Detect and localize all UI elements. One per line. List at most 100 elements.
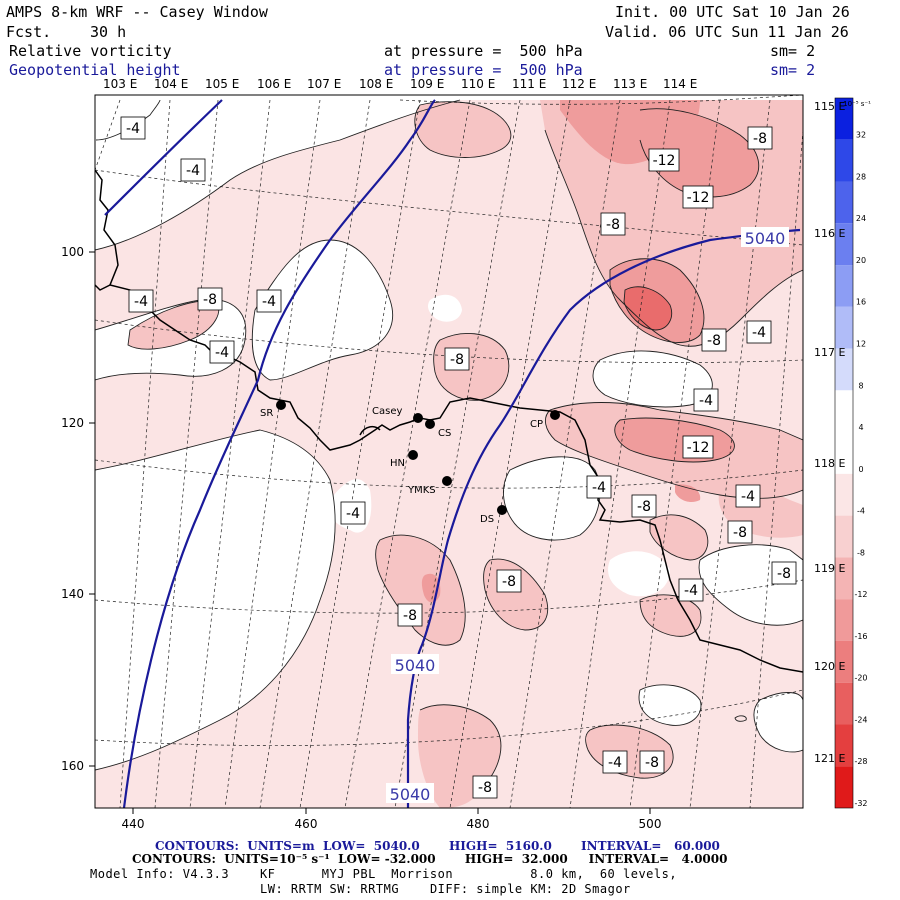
vorticity-label-box xyxy=(256,289,282,313)
vorticity-label-box xyxy=(631,494,657,518)
colorbar: 32 28 24 20 16 12 8 4 0 -4 -8 -12 -16 -20 -24 -28 -32 10⁻… xyxy=(834,97,871,809)
lon-label: 114 E xyxy=(663,77,698,91)
height-contours xyxy=(104,99,801,808)
vorticity-label: -4 xyxy=(262,294,276,310)
lat-labels: 115 E 116 E 117 E 118 E 119 E 120 E 121 E xyxy=(814,100,845,765)
colorbar-swatch xyxy=(835,682,853,725)
colorbar-level: 28 xyxy=(856,172,866,181)
footer-vorticity-contours: CONTOURS: UNITS=10⁻⁵ s⁻¹ LOW= -32.000 HI… xyxy=(132,852,728,866)
vorticity-label: -8 xyxy=(753,131,767,147)
vorticity-label-box xyxy=(682,185,714,209)
station-marker xyxy=(413,413,423,423)
lon-label: 107 E xyxy=(307,77,342,91)
vorticity-label: -4 xyxy=(126,121,140,137)
vorticity-label: -4 xyxy=(215,345,229,361)
colorbar-swatch xyxy=(835,223,853,266)
station-label: YMKS xyxy=(407,485,436,496)
height-label-bg xyxy=(391,654,439,674)
height-label: 5040 xyxy=(395,656,436,675)
colorbar-swatch xyxy=(835,473,853,516)
footer-height-contours: CONTOURS: UNITS=m LOW= 5040.0 HIGH= 5160… xyxy=(155,839,720,853)
vorticity-label: -4 xyxy=(134,294,148,310)
lon-label: 105 E xyxy=(205,77,240,91)
lat-label: 120 E xyxy=(814,660,845,673)
vorticity-label: -8 xyxy=(645,755,659,771)
vorticity-label: -8 xyxy=(606,217,620,233)
vorticity-label: -8 xyxy=(203,292,217,308)
vorticity-label: -4 xyxy=(592,480,606,496)
vorticity-shade-core xyxy=(624,286,672,330)
colorbar-level: 12 xyxy=(856,340,866,349)
footer-physics: LW: RRTM SW: RRTMG DIFF: simple KM: 2D S… xyxy=(260,882,631,896)
lon-label: 108 E xyxy=(359,77,394,91)
y-tick-label: 160 xyxy=(61,759,84,773)
vorticity-label-box xyxy=(209,340,235,364)
vorticity-label: -4 xyxy=(684,583,698,599)
vorticity-label-box xyxy=(128,289,154,313)
lon-label: 113 E xyxy=(613,77,648,91)
vorticity-label: -8 xyxy=(733,525,747,541)
vorticity-zero-areas xyxy=(95,100,803,770)
vorticity-contours xyxy=(95,99,803,791)
vorticity-label: -4 xyxy=(186,163,200,179)
model-title: AMPS 8-km WRF -- Casey Window xyxy=(6,3,268,21)
vorticity-label-box xyxy=(180,158,206,182)
vorticity-label-box xyxy=(747,126,773,150)
colorbar-level: -20 xyxy=(854,674,867,683)
colorbar-swatch xyxy=(835,139,853,182)
height-label-bg xyxy=(386,783,434,803)
vorticity-label-box xyxy=(120,116,146,140)
colorbar-level: 32 xyxy=(856,131,866,140)
footer-model-info: Model Info: V4.3.3 KF MYJ PBL Morrison 8… xyxy=(90,867,678,881)
station-label: Casey xyxy=(372,406,402,417)
vorticity-label: -8 xyxy=(707,333,721,349)
colorbar-swatch xyxy=(835,515,853,558)
stations: SR Casey CS HN YMKS DS CP xyxy=(260,400,560,525)
colorbar-swatch xyxy=(835,432,853,474)
colorbar-level: -12 xyxy=(854,590,867,599)
vorticity-label-box xyxy=(648,148,680,172)
station-label: DS xyxy=(480,514,494,525)
colorbar-level: 24 xyxy=(856,214,866,223)
lat-label: 118 E xyxy=(814,457,845,470)
colorbar-swatch xyxy=(835,557,853,600)
lon-label: 110 E xyxy=(461,77,496,91)
vorticity-label-box xyxy=(444,347,470,371)
station-marker xyxy=(497,505,507,515)
colorbar-level: -16 xyxy=(854,632,867,641)
graticule xyxy=(95,95,803,808)
height-label: 5040 xyxy=(745,229,786,248)
colorbar-frame xyxy=(834,97,854,809)
pressure-1: at pressure = 500 hPa xyxy=(384,42,583,60)
lon-label: 106 E xyxy=(257,77,292,91)
x-tick-label: 500 xyxy=(639,817,662,831)
vorticity-label-box xyxy=(496,569,522,593)
vorticity-label-box xyxy=(639,750,665,774)
vorticity-labels: -4 -4 -8 -12 -12 -8 -4 -8 -4 -4 -8 -8 -4 -4 -12 -4 -8 -4 -… xyxy=(120,116,797,799)
station-label: CP xyxy=(530,419,543,430)
x-tick-label: 440 xyxy=(122,817,145,831)
colorbar-level: 4 xyxy=(858,423,863,432)
vorticity-label-box xyxy=(472,775,498,799)
vorticity-label: -12 xyxy=(687,440,710,456)
vorticity-label-box xyxy=(701,328,727,352)
colorbar-swatch xyxy=(835,98,853,140)
init-time: Init. 00 UTC Sat 10 Jan 26 xyxy=(615,3,850,21)
lon-label: 103 E xyxy=(103,77,138,91)
lon-label: 111 E xyxy=(512,77,547,91)
plot-frame xyxy=(94,94,804,809)
colorbar-level: 8 xyxy=(858,381,863,390)
lon-label: 104 E xyxy=(154,77,189,91)
station-label: HN xyxy=(390,458,405,469)
vorticity-label: -4 xyxy=(752,325,766,341)
vorticity-label-box xyxy=(771,561,797,585)
vorticity-label: -8 xyxy=(478,780,492,796)
vorticity-label: -8 xyxy=(502,574,516,590)
height-label: 5040 xyxy=(390,785,431,804)
vorticity-label-box xyxy=(735,484,761,508)
station-label: CS xyxy=(438,428,451,439)
vorticity-label-box xyxy=(602,750,628,774)
vorticity-label-box xyxy=(600,212,626,236)
colorbar-swatch xyxy=(835,306,853,349)
